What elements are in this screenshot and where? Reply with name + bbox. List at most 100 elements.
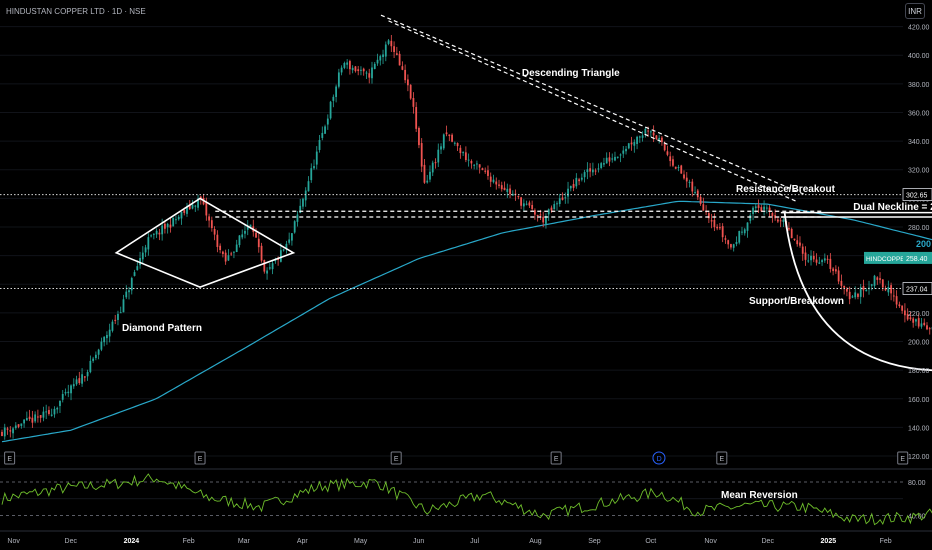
- candle-body: [749, 214, 752, 221]
- candle-body: [644, 128, 647, 134]
- candle-body: [627, 143, 630, 149]
- candle-body: [1, 431, 3, 436]
- candle-body: [227, 255, 230, 261]
- candle-body: [296, 214, 299, 222]
- candle-body: [887, 287, 890, 293]
- candle-body: [661, 137, 663, 143]
- candle-body: [382, 54, 384, 58]
- candle-body: [500, 185, 503, 190]
- price-tick-label: 140.00: [908, 425, 930, 432]
- candle-body: [672, 159, 674, 166]
- candle-body: [208, 216, 210, 221]
- currency-button[interactable]: INR: [905, 3, 925, 19]
- descending-triangle-line: [388, 20, 797, 202]
- candle-body: [473, 164, 476, 166]
- candle-body: [180, 211, 183, 219]
- candle-body: [266, 270, 268, 274]
- candle-body: [172, 217, 175, 227]
- candle-body: [150, 235, 153, 237]
- candle-body: [754, 206, 757, 209]
- candle-body: [313, 166, 315, 169]
- price-level-tag: [902, 282, 932, 295]
- candle-body: [470, 160, 473, 164]
- candle-body: [511, 193, 514, 196]
- candle-body: [25, 418, 28, 421]
- price-tick-label: 180.00: [908, 368, 930, 375]
- candle-body: [923, 322, 926, 325]
- candle-body: [757, 205, 760, 209]
- candle-body: [111, 321, 114, 331]
- candle-body: [600, 163, 603, 169]
- candle-body: [840, 280, 843, 286]
- candle-body: [117, 313, 119, 320]
- candle-body: [368, 73, 371, 78]
- event-marker-text: E: [7, 456, 12, 463]
- earnings-marker: [4, 451, 16, 465]
- time-tick-label: Dec: [65, 538, 78, 545]
- candle-body: [898, 304, 901, 307]
- candle-body: [233, 251, 235, 253]
- candle-body: [6, 428, 9, 430]
- candle-body: [823, 258, 826, 261]
- candle-body: [735, 242, 738, 245]
- candle-body: [691, 181, 694, 192]
- candle-body: [926, 325, 928, 330]
- candle-body: [114, 319, 117, 321]
- candle-body: [398, 53, 401, 66]
- candle-body: [638, 136, 641, 138]
- candle-body: [45, 411, 48, 413]
- candle-body: [31, 417, 34, 423]
- event-marker-text: E: [554, 456, 559, 463]
- candle-body: [641, 135, 644, 138]
- candle-body: [569, 185, 572, 189]
- candle-body: [674, 166, 677, 169]
- candle-body: [420, 143, 423, 167]
- candle-body: [219, 245, 222, 251]
- price-tick-label: 280.00: [908, 225, 930, 232]
- candle-body: [17, 424, 20, 427]
- candle-body: [106, 334, 108, 339]
- candle-body: [550, 207, 553, 211]
- candle-body: [409, 84, 412, 99]
- candle-body: [86, 371, 89, 377]
- candle-body: [779, 220, 782, 222]
- candle-body: [826, 258, 829, 260]
- candle-body: [354, 66, 357, 72]
- oscillator-line: [1, 473, 932, 526]
- candle-body: [415, 107, 418, 129]
- price-tick-label: 380.00: [908, 82, 930, 89]
- time-tick-label: Dec: [762, 538, 775, 545]
- ema-label: 200 EMA: [916, 239, 932, 249]
- candle-body: [464, 152, 467, 161]
- candle-body: [453, 142, 456, 144]
- candle-body: [183, 210, 186, 213]
- candle-body: [517, 195, 520, 198]
- candle-body: [688, 181, 691, 183]
- candle-body: [597, 168, 600, 170]
- candle-body: [790, 228, 793, 238]
- candle-body: [34, 414, 37, 422]
- candle-body: [72, 384, 75, 387]
- candle-body: [429, 171, 431, 180]
- candle-body: [647, 130, 650, 132]
- candle-body: [895, 296, 898, 305]
- support-label: Support/Breakdown: [749, 296, 844, 307]
- candle-body: [630, 142, 633, 145]
- price-tick-label: 320.00: [908, 168, 930, 175]
- descending-triangle-label: Descending Triangle: [522, 68, 620, 79]
- time-tick-label: Nov: [704, 538, 717, 545]
- candle-body: [263, 260, 266, 272]
- candle-body: [788, 227, 790, 230]
- oscillator-level-label: 80.00: [908, 480, 926, 487]
- candle-body: [191, 204, 194, 209]
- time-tick-label: Jun: [413, 538, 424, 545]
- candle-body: [384, 44, 387, 57]
- candle-body: [125, 291, 128, 298]
- descending-triangle-line: [380, 14, 804, 195]
- candle-body: [534, 210, 536, 215]
- candle-body: [318, 139, 321, 150]
- dual-neckline-label: Dual Neckline = 290: [853, 202, 932, 213]
- candle-body: [558, 198, 561, 204]
- candle-body: [64, 392, 67, 394]
